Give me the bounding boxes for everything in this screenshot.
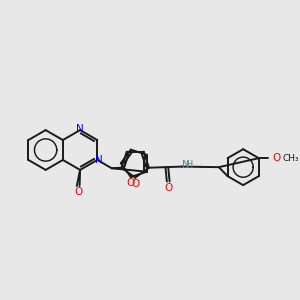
Text: N: N <box>76 124 84 134</box>
Text: N: N <box>182 160 190 170</box>
Text: O: O <box>126 178 134 188</box>
Text: O: O <box>131 179 139 189</box>
Text: H: H <box>186 160 193 170</box>
Text: O: O <box>273 153 281 163</box>
Text: CH₃: CH₃ <box>283 154 299 163</box>
Text: O: O <box>164 183 172 193</box>
Text: O: O <box>74 187 82 197</box>
Text: N: N <box>95 155 103 165</box>
